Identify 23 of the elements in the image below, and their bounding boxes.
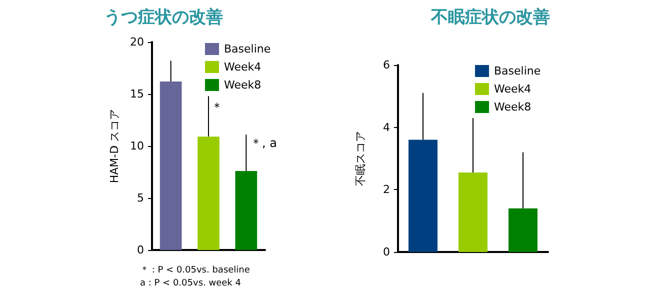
annotation: ＊, a [250,136,277,150]
y-tick-label: 2 [383,183,390,196]
text: ＊ : P < 0.05vs. baseline [140,266,250,276]
y-tick-label: 0 [383,246,390,258]
y-tick-label: 20 [130,36,144,48]
legend-label: Week8 [224,78,262,92]
y-tick-label: 10 [130,140,144,152]
legend-label: Week8 [494,100,532,114]
legend-label: Baseline [494,64,541,78]
y-tick-label: 6 [383,58,390,72]
chart-title: 不眠症状の改善 [430,6,550,28]
y-axis-title: HAM-D スコア [108,108,121,184]
legend-label: Week4 [224,60,262,74]
y-tick-label: 0 [137,244,144,256]
chart-title: うつ症状の改善 [104,6,223,28]
y-tick-label: 5 [137,192,144,204]
y-axis-title: 不眠スコア [354,131,367,186]
legend-label: Week4 [494,82,532,96]
text: a : P < 0.05vs. week 4 [140,278,242,288]
y-tick-label: 15 [130,88,144,100]
annotation: ＊ [211,100,223,114]
y-tick-label: 4 [383,120,390,134]
legend-label: Baseline [224,42,271,56]
